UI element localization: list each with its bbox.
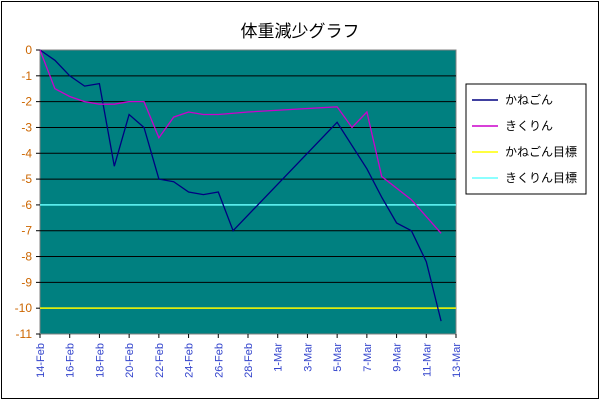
y-tick-label: -10: [15, 301, 33, 315]
series-line-1: [39, 49, 442, 234]
legend-label-3: きくりん目標: [505, 171, 577, 185]
y-tick-label: -2: [21, 95, 32, 109]
x-tick-label: 14-Feb: [35, 343, 47, 378]
y-tick-label: -11: [16, 327, 33, 341]
x-tick-label: 9-Mar: [392, 343, 404, 372]
plot-area: [39, 49, 457, 335]
x-tick-label: 16-Feb: [65, 343, 77, 378]
y-tick-label: -1: [21, 69, 32, 83]
y-tick-label: -5: [21, 172, 32, 186]
y-tick-label: -7: [21, 224, 32, 238]
x-axis: 14-Feb 16-Feb 18-Feb 20-Feb 22-Feb 24-Feb 26-F…: [35, 334, 463, 378]
x-tick-label: 7-Mar: [362, 343, 374, 372]
series-line-0: [39, 49, 442, 322]
legend-label-2: かねごん目標: [505, 144, 577, 159]
x-tick-label: 13-Mar: [451, 343, 463, 378]
x-tick-label: 24-Feb: [184, 343, 196, 378]
x-tick-label: 1-Mar: [273, 343, 285, 372]
series-lines: [39, 49, 442, 322]
chart-title: 体重減少グラフ: [241, 22, 360, 42]
y-tick-label: -6: [21, 198, 32, 212]
legend-label-1: きくりん: [505, 119, 553, 133]
x-tick-label: 18-Feb: [94, 343, 106, 378]
y-tick-label: -8: [21, 250, 32, 264]
x-tick-label: 28-Feb: [243, 343, 255, 378]
x-tick-label: 20-Feb: [124, 343, 136, 378]
y-tick-label: 0: [25, 43, 32, 57]
y-tick-label: -9: [21, 275, 32, 289]
x-tick-label: 5-Mar: [332, 343, 344, 372]
y-axis: 0 -1 -2 -3 -4 -5 -6 -7 -8 -9 -10 -11: [15, 43, 40, 341]
legend-box: [465, 83, 587, 195]
y-tick-label: -4: [21, 146, 32, 160]
x-tick-label: 3-Mar: [302, 343, 314, 372]
x-tick-label: 11-Mar: [421, 343, 433, 377]
x-tick-label: 22-Feb: [154, 343, 166, 378]
x-tick-label: 26-Feb: [213, 343, 225, 378]
y-tick-label: -3: [21, 120, 32, 134]
legend-label-0: かねごん: [505, 92, 553, 107]
